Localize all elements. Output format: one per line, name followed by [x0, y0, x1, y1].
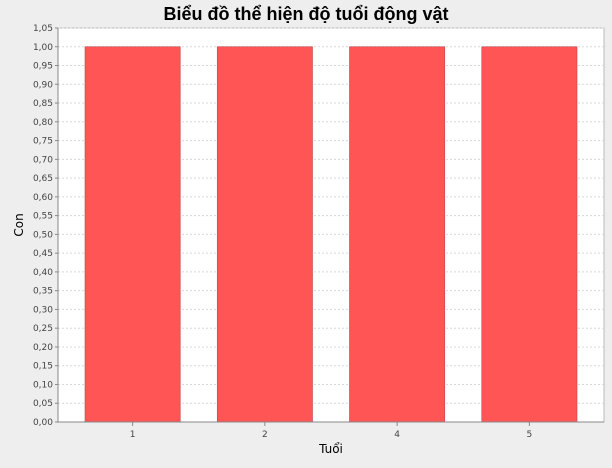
- bar: [481, 46, 578, 423]
- x-tick-label: 1: [130, 430, 136, 440]
- x-axis-label: Tuổi: [318, 442, 343, 456]
- y-tick-label: 0,80: [33, 118, 53, 128]
- y-axis-label: Con: [12, 213, 26, 236]
- y-tick-label: 0,75: [33, 137, 53, 147]
- bar: [349, 46, 446, 423]
- bar: [216, 46, 313, 423]
- x-axis-ticks: 1 2 4 5: [130, 422, 532, 440]
- y-tick-label: 0,25: [33, 324, 53, 334]
- y-tick-label: 0,95: [33, 62, 53, 72]
- y-tick-label: 0,70: [33, 155, 53, 165]
- y-tick-label: 0,60: [33, 193, 53, 203]
- x-tick-label: 4: [394, 430, 400, 440]
- y-tick-label: 0,45: [33, 249, 53, 259]
- gridlines: [58, 27, 604, 404]
- y-tick-label: 0,55: [33, 212, 53, 222]
- y-tick-label: 0,90: [33, 80, 53, 90]
- x-tick-label: 5: [527, 430, 533, 440]
- y-tick-label: 0,65: [33, 174, 53, 184]
- y-tick-label: 0,85: [33, 99, 53, 109]
- y-tick-label: 0,50: [33, 230, 53, 240]
- y-tick-label: 0,35: [33, 287, 53, 297]
- y-tick-label: 0,20: [33, 343, 53, 353]
- y-tick-label: 0,15: [33, 362, 53, 372]
- y-tick-label: 0,00: [33, 418, 53, 428]
- y-tick-label: 1,00: [33, 43, 53, 53]
- y-tick-label: 1,05: [33, 24, 53, 34]
- y-tick-label: 0,30: [33, 305, 53, 315]
- bar: [84, 46, 181, 423]
- y-tick-label: 0,40: [33, 268, 53, 278]
- y-tick-label: 0,05: [33, 399, 53, 409]
- y-tick-label: 0,10: [33, 380, 53, 390]
- bars: [84, 46, 578, 423]
- x-tick-label: 2: [262, 430, 268, 440]
- y-axis-ticks: 0,00 0,05 0,10 0,15 0,20 0,25 0,30 0,35 0,40 0,45…: [33, 24, 58, 428]
- chart-title: Biểu đồ thể hiện độ tuổi động vật: [164, 4, 449, 24]
